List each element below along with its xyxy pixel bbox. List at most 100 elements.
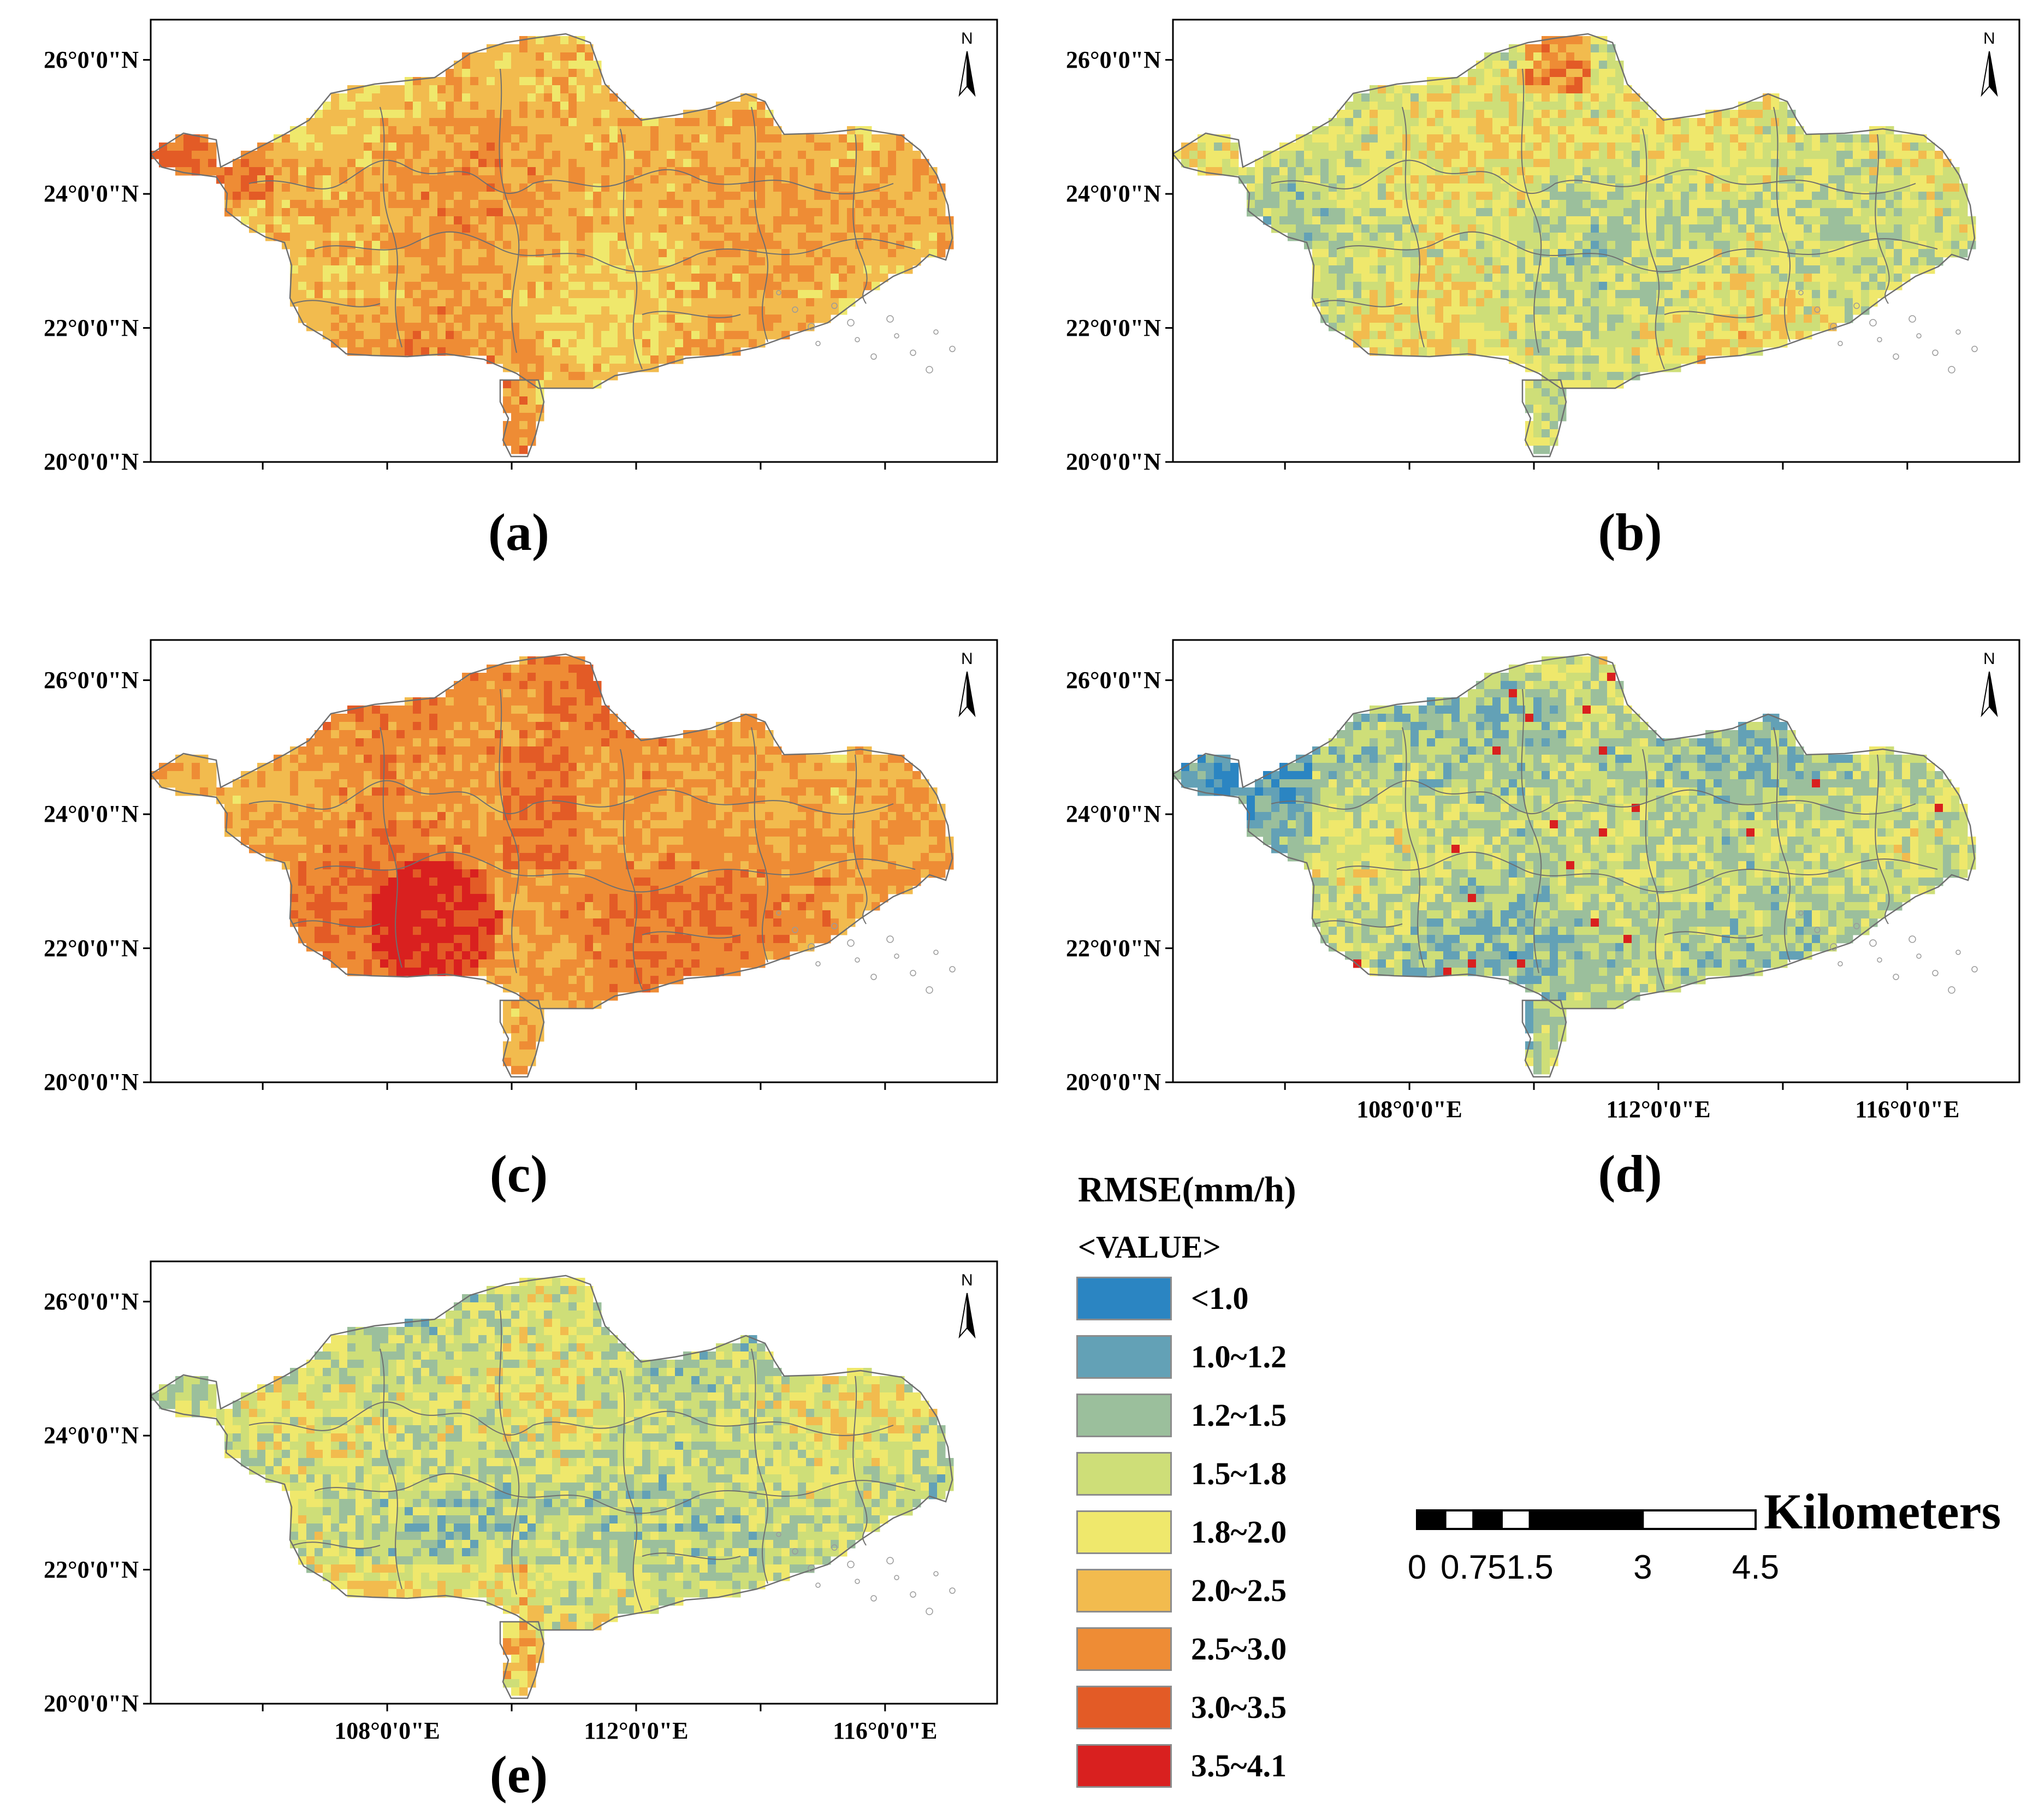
legend-swatch — [1076, 1335, 1172, 1379]
north-arrow-icon — [958, 671, 976, 718]
y-axis-label: 24°0'0"N — [1065, 801, 1161, 828]
island — [1916, 953, 1922, 959]
scale-bar-tick-label: 4.5 — [1732, 1549, 1780, 1586]
island — [1948, 366, 1955, 374]
map-frame — [150, 19, 998, 463]
island — [1853, 303, 1860, 309]
y-axis-label: 22°0'0"N — [43, 1556, 139, 1583]
y-axis-label: 22°0'0"N — [43, 934, 139, 962]
north-letter: N — [961, 29, 973, 48]
scale-bar-segment — [1528, 1509, 1644, 1530]
island — [792, 927, 798, 933]
scale-bar-tick-label: 0.75 — [1440, 1549, 1507, 1586]
region-outline — [499, 999, 545, 1078]
island — [831, 923, 838, 929]
legend-subtitle: <VALUE> — [1078, 1229, 1221, 1265]
island — [1869, 319, 1877, 327]
y-axis-label: 20°0'0"N — [1065, 1069, 1161, 1095]
island — [894, 1575, 899, 1580]
north-arrow-icon — [958, 51, 976, 97]
legend-label: 1.8~2.0 — [1191, 1514, 1287, 1550]
island — [855, 1579, 860, 1584]
rmse-raster — [151, 1278, 954, 1696]
north-arrow-icon — [1981, 671, 1998, 718]
map-frame — [150, 639, 998, 1083]
island — [792, 1548, 798, 1555]
region-outline — [1521, 379, 1567, 458]
legend-label: 2.5~3.0 — [1191, 1631, 1287, 1667]
y-axis-label: 26°0'0"N — [1065, 46, 1161, 73]
legend-swatch — [1076, 1569, 1172, 1612]
island — [1830, 943, 1838, 951]
island — [1877, 337, 1882, 342]
legend-label: <1.0 — [1191, 1280, 1249, 1316]
scale-bar-segment — [1444, 1509, 1475, 1530]
island — [1830, 323, 1838, 330]
island — [1955, 329, 1961, 335]
legend-label: 3.5~4.1 — [1191, 1748, 1287, 1783]
island — [776, 290, 781, 295]
legend-title: RMSE(mm/h) — [1078, 1170, 1296, 1210]
map-frame — [1172, 639, 2020, 1083]
y-axis-label: 26°0'0"N — [43, 666, 139, 693]
region-outline — [150, 653, 953, 1010]
y-axis-label: 26°0'0"N — [43, 46, 139, 73]
island — [926, 366, 933, 374]
scale-bar-segment — [1416, 1509, 1447, 1530]
map-frame — [150, 1260, 998, 1705]
island — [776, 910, 781, 916]
island — [1814, 306, 1821, 313]
island — [1838, 961, 1843, 967]
island — [855, 337, 860, 342]
legend-swatch — [1076, 1510, 1172, 1554]
scale-bar — [1416, 1509, 1757, 1530]
island — [1971, 966, 1978, 973]
island — [831, 1544, 838, 1551]
legend-label: 3.0~3.5 — [1191, 1689, 1287, 1725]
legend-swatch — [1076, 1686, 1172, 1729]
island — [949, 966, 956, 973]
north-letter: N — [961, 650, 973, 668]
y-axis-label: 20°0'0"N — [43, 448, 139, 475]
y-axis-label: 24°0'0"N — [1065, 180, 1161, 208]
island — [926, 986, 933, 994]
island — [847, 319, 855, 327]
x-axis-label: 112°0'0"E — [584, 1717, 689, 1744]
district-boundaries — [248, 68, 916, 370]
region-outline — [150, 33, 953, 389]
y-axis-label: 22°0'0"N — [1065, 934, 1161, 962]
island — [831, 303, 838, 309]
scale-bar-unit: Kilometers — [1764, 1484, 2001, 1539]
island — [933, 329, 939, 335]
island — [1948, 986, 1955, 994]
north-arrow-icon — [958, 1293, 976, 1339]
island — [1869, 939, 1877, 947]
legend-label: 2.0~2.5 — [1191, 1573, 1287, 1608]
island — [1838, 341, 1843, 346]
island — [886, 935, 894, 943]
island — [815, 961, 821, 967]
island — [1814, 927, 1821, 933]
x-axis-label: 108°0'0"E — [1356, 1096, 1462, 1123]
y-axis-label: 22°0'0"N — [43, 314, 139, 341]
region-outline — [150, 1274, 953, 1631]
island — [855, 957, 860, 963]
island — [1971, 346, 1978, 352]
north-arrow-icon — [1981, 51, 1998, 97]
legend-swatch — [1076, 1394, 1172, 1437]
island — [894, 333, 899, 339]
y-axis-label: 22°0'0"N — [1065, 314, 1161, 341]
rmse-raster — [151, 656, 954, 1075]
y-axis-label: 20°0'0"N — [43, 1069, 139, 1095]
island — [1916, 333, 1922, 339]
rmse-raster — [1173, 36, 1976, 454]
island — [1932, 970, 1939, 976]
district-boundaries — [248, 689, 916, 990]
x-axis-label: 116°0'0"E — [1855, 1096, 1960, 1123]
north-letter: N — [1983, 29, 1995, 48]
island — [870, 974, 877, 980]
island — [808, 1564, 815, 1572]
region-outline — [1521, 999, 1567, 1078]
